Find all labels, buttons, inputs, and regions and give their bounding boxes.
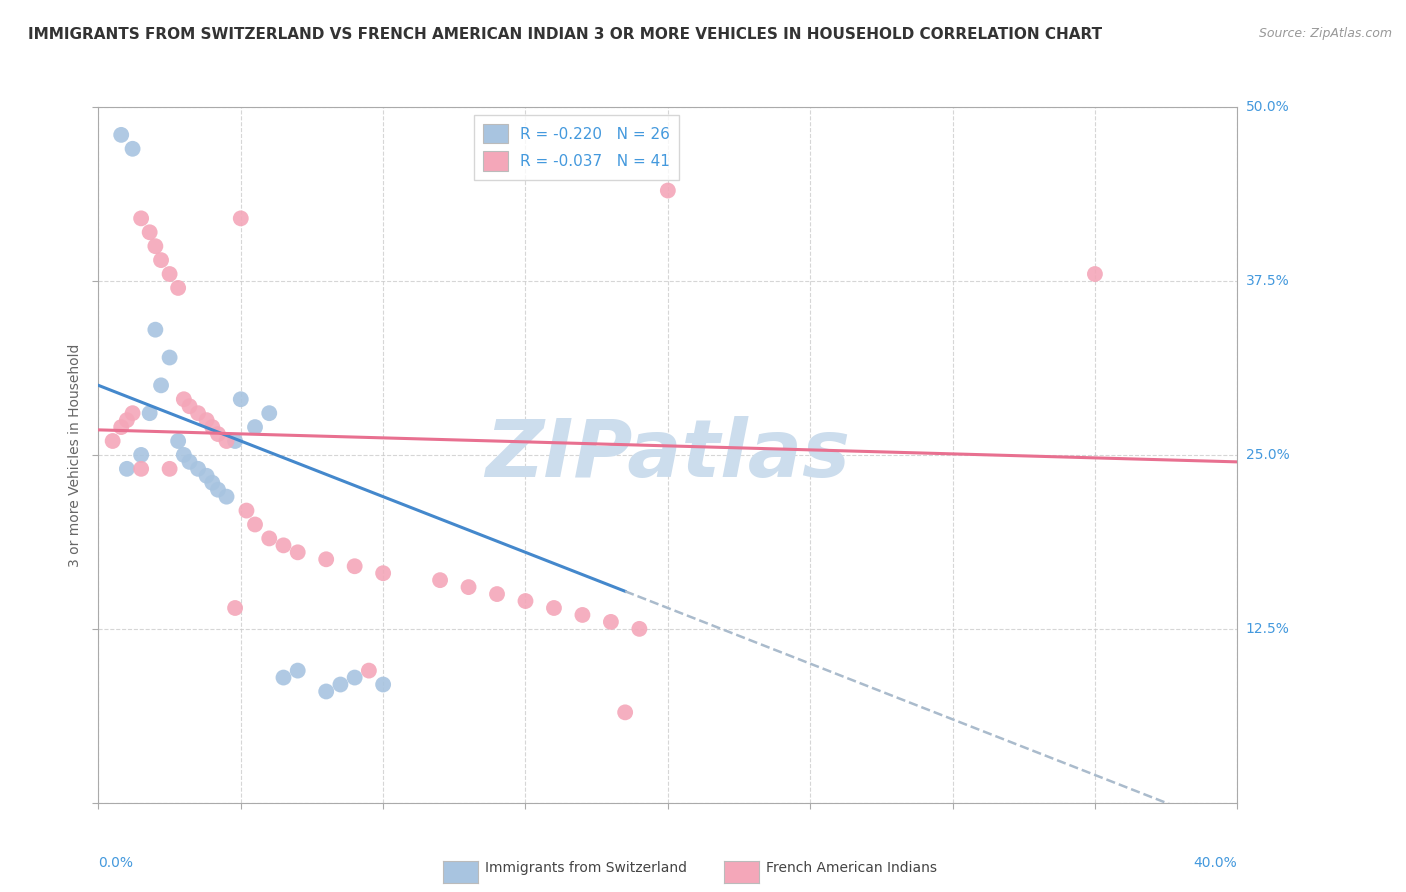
Point	[129, 448, 152, 462]
Point	[207, 427, 229, 442]
Point	[243, 517, 266, 532]
Point	[173, 448, 195, 462]
Point	[121, 142, 143, 156]
Point	[229, 211, 252, 226]
Point	[110, 128, 132, 142]
Point	[287, 545, 309, 559]
Point	[259, 532, 281, 546]
Point	[543, 601, 565, 615]
Point	[273, 671, 295, 685]
Point	[167, 281, 190, 295]
Point	[315, 552, 337, 566]
Point	[187, 462, 209, 476]
Point	[138, 225, 160, 239]
Text: 40.0%: 40.0%	[1194, 856, 1237, 871]
Point	[343, 559, 366, 574]
Point	[224, 601, 246, 615]
Point	[614, 706, 637, 720]
Point	[115, 462, 138, 476]
Y-axis label: 3 or more Vehicles in Household: 3 or more Vehicles in Household	[67, 343, 82, 566]
Point	[173, 392, 195, 407]
Text: French American Indians: French American Indians	[766, 861, 938, 875]
Point	[215, 490, 238, 504]
Point	[571, 607, 593, 622]
Point	[159, 351, 181, 365]
Text: Immigrants from Switzerland: Immigrants from Switzerland	[485, 861, 688, 875]
Point	[150, 378, 173, 392]
Point	[373, 677, 395, 691]
Point	[357, 664, 380, 678]
Point	[343, 671, 366, 685]
Point	[486, 587, 509, 601]
Text: 0.0%: 0.0%	[98, 856, 134, 871]
Point	[628, 622, 651, 636]
Point	[515, 594, 537, 608]
Point	[101, 434, 124, 448]
Point	[287, 664, 309, 678]
Text: 25.0%: 25.0%	[1246, 448, 1289, 462]
Point	[315, 684, 337, 698]
Point	[243, 420, 266, 434]
Point	[150, 253, 173, 268]
Text: ZIPatlas: ZIPatlas	[485, 416, 851, 494]
Point	[600, 615, 623, 629]
Point	[1084, 267, 1107, 281]
Point	[179, 455, 201, 469]
Point	[201, 420, 224, 434]
Point	[145, 239, 167, 253]
Point	[373, 566, 395, 581]
Point	[145, 323, 167, 337]
Point	[259, 406, 281, 420]
Point	[201, 475, 224, 490]
Point	[457, 580, 479, 594]
Text: IMMIGRANTS FROM SWITZERLAND VS FRENCH AMERICAN INDIAN 3 OR MORE VEHICLES IN HOUS: IMMIGRANTS FROM SWITZERLAND VS FRENCH AM…	[28, 27, 1102, 42]
Text: 12.5%: 12.5%	[1246, 622, 1289, 636]
Point	[207, 483, 229, 497]
Point	[215, 434, 238, 448]
Point	[195, 468, 218, 483]
Point	[195, 413, 218, 427]
Legend: R = -0.220   N = 26, R = -0.037   N = 41: R = -0.220 N = 26, R = -0.037 N = 41	[474, 115, 679, 180]
Point	[138, 406, 160, 420]
Point	[273, 538, 295, 552]
Text: Source: ZipAtlas.com: Source: ZipAtlas.com	[1258, 27, 1392, 40]
Point	[159, 462, 181, 476]
Point	[657, 184, 679, 198]
Point	[167, 434, 190, 448]
Point	[121, 406, 143, 420]
Point	[179, 399, 201, 413]
Point	[229, 392, 252, 407]
Point	[110, 420, 132, 434]
Point	[235, 503, 257, 517]
Point	[115, 413, 138, 427]
Text: 50.0%: 50.0%	[1246, 100, 1289, 114]
Point	[129, 462, 152, 476]
Point	[429, 573, 451, 587]
Point	[329, 677, 352, 691]
Text: 37.5%: 37.5%	[1246, 274, 1289, 288]
Point	[159, 267, 181, 281]
Point	[129, 211, 152, 226]
Point	[224, 434, 246, 448]
Point	[187, 406, 209, 420]
